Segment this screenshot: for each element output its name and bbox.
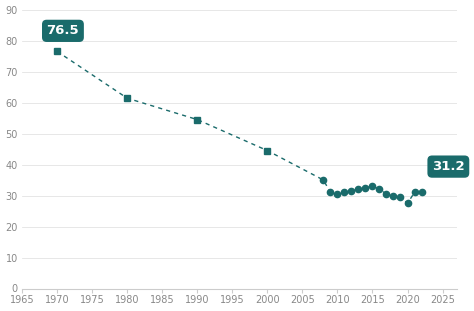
- Text: 31.2: 31.2: [432, 160, 465, 173]
- Text: 76.5: 76.5: [46, 24, 79, 37]
